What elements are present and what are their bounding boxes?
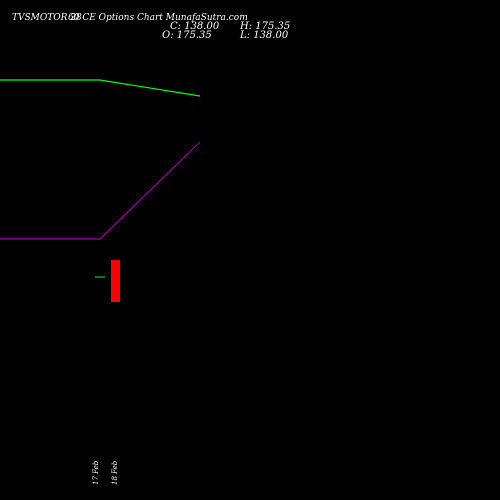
purple-line-series <box>0 141 201 240</box>
high-value: H: 175.35 <box>240 21 291 32</box>
low-value: L: 138.00 <box>240 30 289 41</box>
open-value: O: 175.35 <box>162 30 212 41</box>
symbol-title: TVSMOTOR 28 <box>12 13 82 23</box>
candle-18feb <box>111 260 120 302</box>
chart-source-title: 60 CE Options Chart MunafaSutra.com <box>68 13 248 23</box>
x-tick-label-18feb: 18 Feb <box>111 460 119 485</box>
close-value: C: 138.00 <box>170 21 220 32</box>
x-tick-label-17feb: 17 Feb <box>92 460 100 485</box>
green-line-series <box>0 79 201 97</box>
